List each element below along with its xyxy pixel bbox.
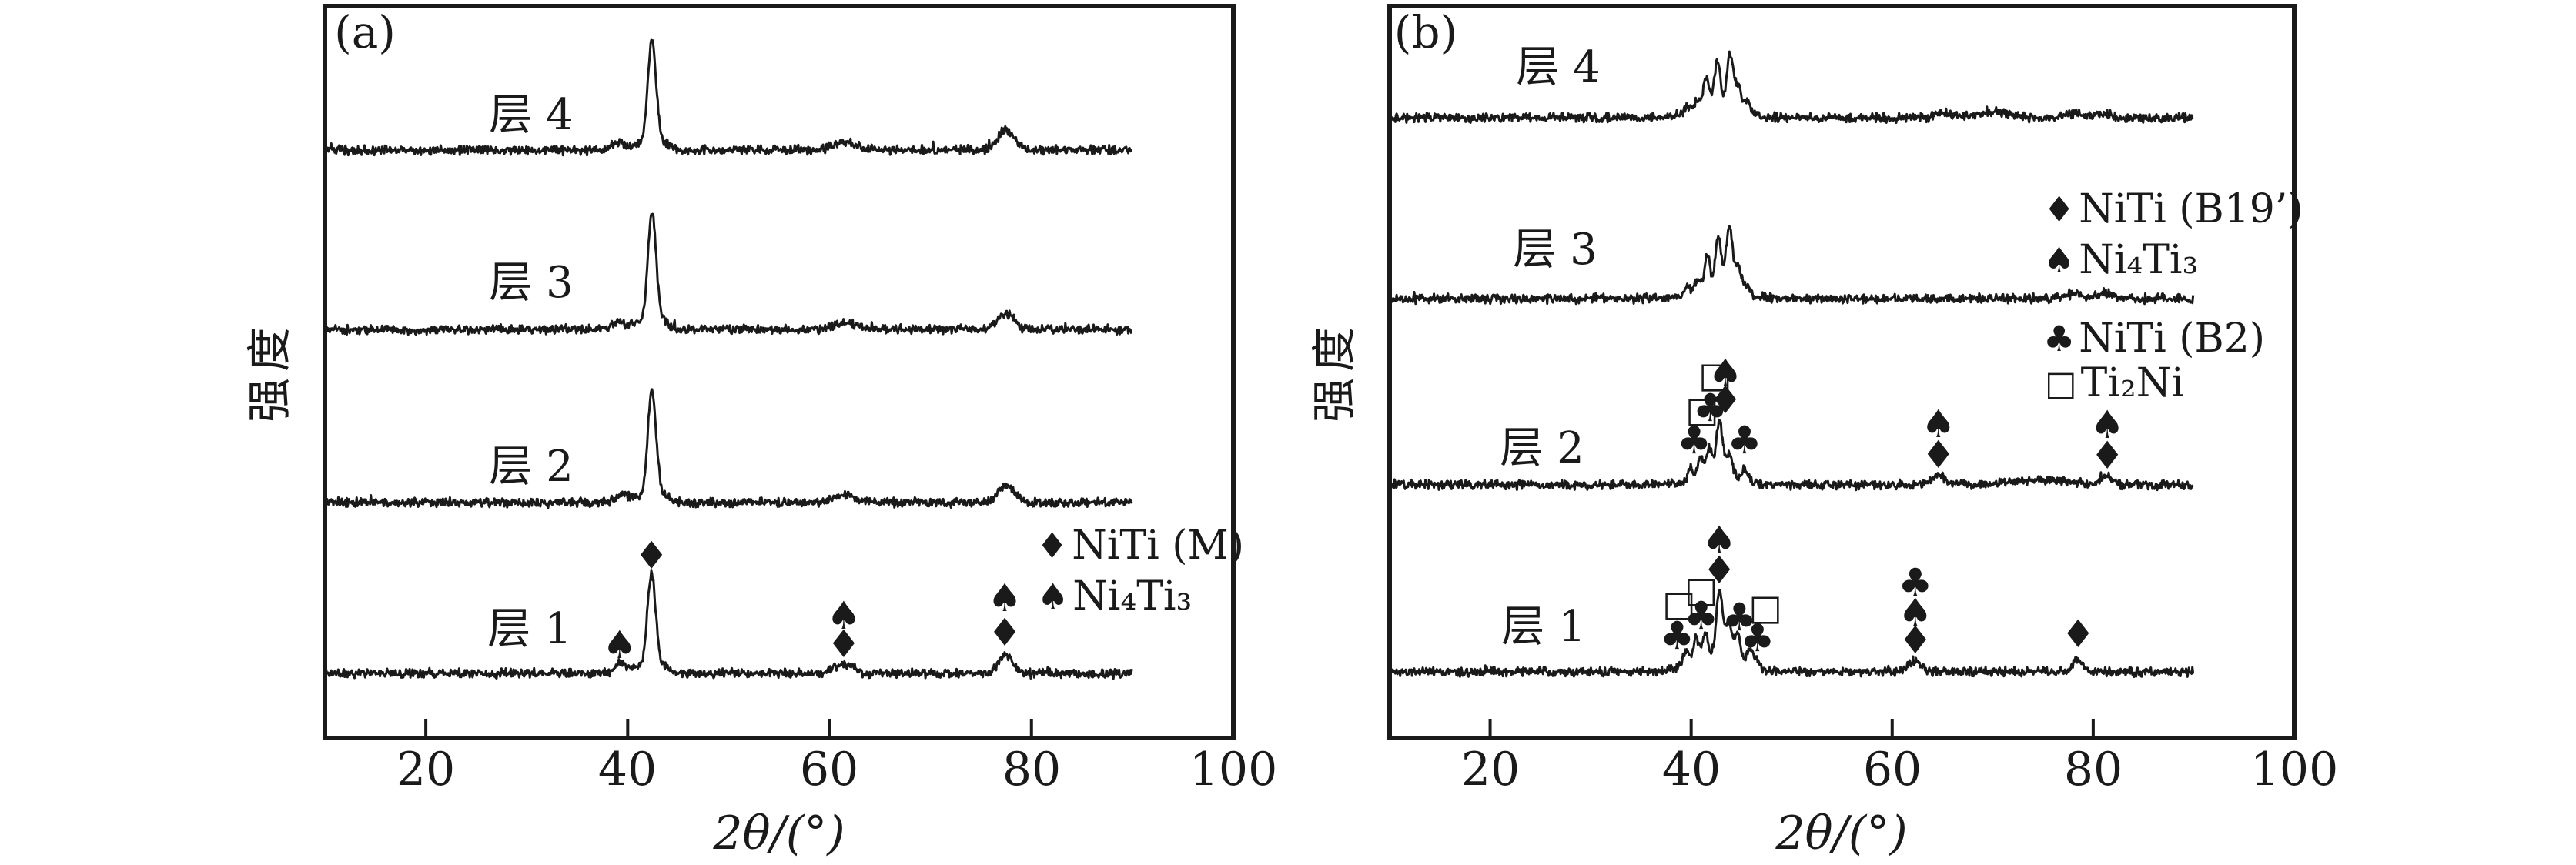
panel-b-curve-label-layer3: 层 3: [1513, 225, 1597, 275]
xrd-trace-a-3: [323, 212, 1133, 336]
diamond-marker: ♦: [1898, 618, 1932, 663]
club-marker: ♣: [1660, 613, 1694, 658]
panel-b-x-tick-100: 100: [2250, 743, 2339, 797]
panel-b-x-tick-20: 20: [1460, 743, 1521, 797]
panel-b-legend-item-ni4ti3: ♠ Ni₄Ti₃: [2043, 235, 2198, 286]
diamond-marker: ♦: [2090, 433, 2125, 478]
panel-a-x-tick-80: 80: [1002, 743, 1062, 797]
spade-marker: ♠: [2090, 402, 2125, 447]
xrd-trace-a-2: [323, 388, 1133, 509]
panel-a-curve-label-layer4: 层 4: [489, 90, 574, 140]
panel-b-curve-label-layer2: 层 2: [1500, 423, 1584, 473]
diamond-marker: ♦: [1921, 432, 1955, 477]
spade-marker: ♠: [1702, 518, 1737, 563]
panel-a-x-tick-60: 60: [799, 743, 859, 797]
panel-a-curve-label-layer3: 层 3: [489, 258, 574, 308]
xrd-trace-b-1: [1388, 589, 2195, 678]
spade-marker: ♠: [602, 623, 637, 667]
diamond-marker: ♦: [988, 610, 1022, 655]
panel-b-letter: (b): [1393, 6, 1458, 58]
panel-a-curve-label-layer1: 层 1: [487, 604, 572, 654]
square-marker: □: [1685, 389, 1718, 430]
panel-a-legend-item-ni4ti3: ♠ Ni₄Ti₃: [1037, 571, 1192, 622]
panel-b-legend-item-ti2ni: □ Ti₂Ni: [2045, 358, 2184, 409]
spade-icon: ♠: [2043, 239, 2076, 281]
panel-a-y-axis-label: 强度: [243, 320, 296, 423]
xrd-trace-a-1: [323, 569, 1133, 680]
panel-a-legend-item-niti-m: ♦ NiTi (M): [1036, 520, 1244, 571]
panel-b-y-axis-label: 强度: [1308, 320, 1360, 423]
diamond-marker: ♦: [1702, 548, 1737, 593]
panel-b-x-tick-40: 40: [1661, 743, 1721, 797]
club-marker: ♣: [1684, 593, 1718, 638]
panel-b-curve-label-layer4: 层 4: [1516, 42, 1601, 92]
spade-icon: ♠: [1037, 576, 1069, 617]
diamond-marker: ♦: [634, 533, 669, 578]
square-marker: □: [1698, 354, 1731, 396]
panel-b-legend-item-niti-b2: ♣ NiTi (B2): [2043, 313, 2265, 364]
legend-label: Ni₄Ti₃: [1072, 573, 1193, 620]
square-marker: □: [1684, 569, 1718, 610]
legend-label: Ni₄Ti₃: [2079, 237, 2199, 283]
panel-a-x-axis-label: 2θ/(°): [713, 807, 845, 860]
panel-b-legend-item-niti-b19: ♦ NiTi (B19’): [2043, 184, 2303, 235]
panel-a-letter: (a): [334, 6, 396, 58]
panel-a-x-tick-20: 20: [396, 743, 456, 797]
club-marker: ♣: [1693, 386, 1728, 430]
square-marker: □: [1749, 586, 1782, 628]
legend-label: NiTi (B2): [2079, 316, 2266, 362]
square-marker: □: [1662, 583, 1695, 624]
panel-b-x-tick-80: 80: [2063, 743, 2123, 797]
diamond-marker: ♦: [1708, 378, 1743, 422]
xrd-trace-a-4: [324, 38, 1132, 157]
panel-b-x-axis-label: 2θ/(°): [1775, 807, 1908, 860]
spade-marker: ♠: [988, 576, 1022, 620]
panel-a-x-tick-100: 100: [1189, 743, 1278, 797]
spade-marker: ♠: [826, 593, 861, 638]
legend-label: NiTi (B19’): [2079, 186, 2303, 232]
panel-a-x-tick-40: 40: [597, 743, 657, 797]
diamond-icon: ♦: [2043, 189, 2076, 230]
square-icon: □: [2045, 363, 2077, 403]
xrd-trace-b-4: [1388, 50, 2194, 125]
panel-b-curve-label-layer1: 层 1: [1501, 602, 1586, 652]
club-marker: ♣: [1727, 418, 1761, 463]
spade-marker: ♠: [1898, 590, 1932, 635]
legend-label: NiTi (M): [1072, 523, 1245, 569]
diamond-marker: ♦: [826, 622, 861, 666]
club-marker: ♣: [1722, 595, 1757, 640]
club-marker: ♣: [1740, 616, 1775, 660]
panel-b-x-tick-60: 60: [1862, 743, 1922, 797]
legend-label: Ti₂Ni: [2080, 360, 2184, 406]
club-icon: ♣: [2043, 318, 2076, 359]
xrd-trace-b-2: [1388, 418, 2194, 492]
spade-marker: ♠: [1921, 402, 1955, 446]
panel-a-curve-label-layer2: 层 2: [489, 442, 574, 492]
xrd-trace-b-3: [1388, 225, 2195, 306]
club-marker: ♣: [1898, 560, 1932, 605]
club-marker: ♣: [1677, 418, 1711, 463]
spade-marker: ♠: [1708, 351, 1743, 396]
diamond-marker: ♦: [2061, 612, 2096, 656]
diamond-icon: ♦: [1036, 525, 1069, 566]
